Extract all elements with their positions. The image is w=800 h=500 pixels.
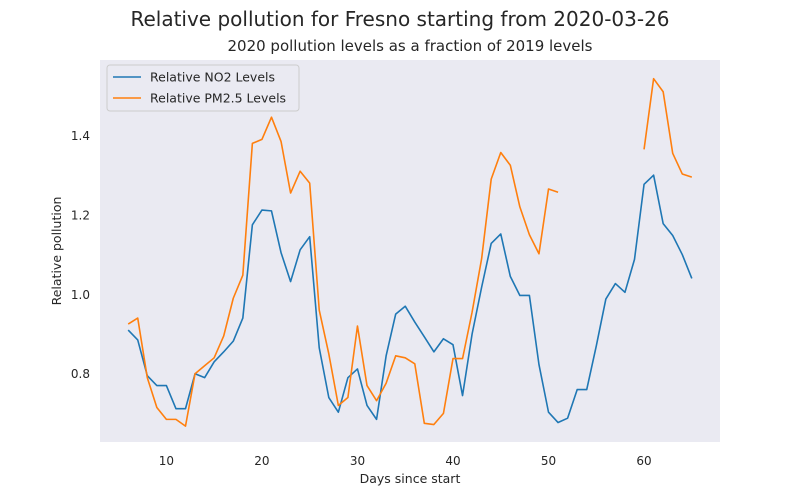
y-tick-label: 1.0	[71, 288, 90, 302]
x-tick-label: 10	[159, 454, 174, 468]
x-axis-label: Days since start	[360, 471, 461, 486]
y-axis-label: Relative pollution	[49, 197, 64, 306]
legend-box	[106, 64, 300, 112]
y-tick-label: 0.8	[71, 367, 90, 381]
chart-subtitle: 2020 pollution levels as a fraction of 2…	[227, 37, 592, 55]
x-tick-label: 30	[350, 454, 365, 468]
legend: Relative NO2 Levels Relative PM2.5 Level…	[106, 64, 300, 112]
y-tick-label: 1.4	[71, 129, 90, 143]
x-tick-label: 20	[254, 454, 269, 468]
legend-label-no2: Relative NO2 Levels	[150, 70, 275, 85]
y-tick-label: 1.2	[71, 208, 90, 222]
legend-label-pm25: Relative PM2.5 Levels	[150, 91, 286, 106]
plot-area	[100, 60, 720, 442]
x-tick-label: 50	[541, 454, 556, 468]
x-tick-label: 60	[636, 454, 651, 468]
series-layer	[127, 77, 693, 427]
series-line-no2	[127, 174, 693, 424]
x-axis: 10 20 30 40 50 60	[159, 454, 652, 468]
y-axis: 0.8 1.0 1.2 1.4	[71, 129, 90, 381]
series-line-pm25	[127, 77, 693, 427]
x-tick-label: 40	[445, 454, 460, 468]
chart-title: Relative pollution for Fresno starting f…	[130, 7, 669, 31]
